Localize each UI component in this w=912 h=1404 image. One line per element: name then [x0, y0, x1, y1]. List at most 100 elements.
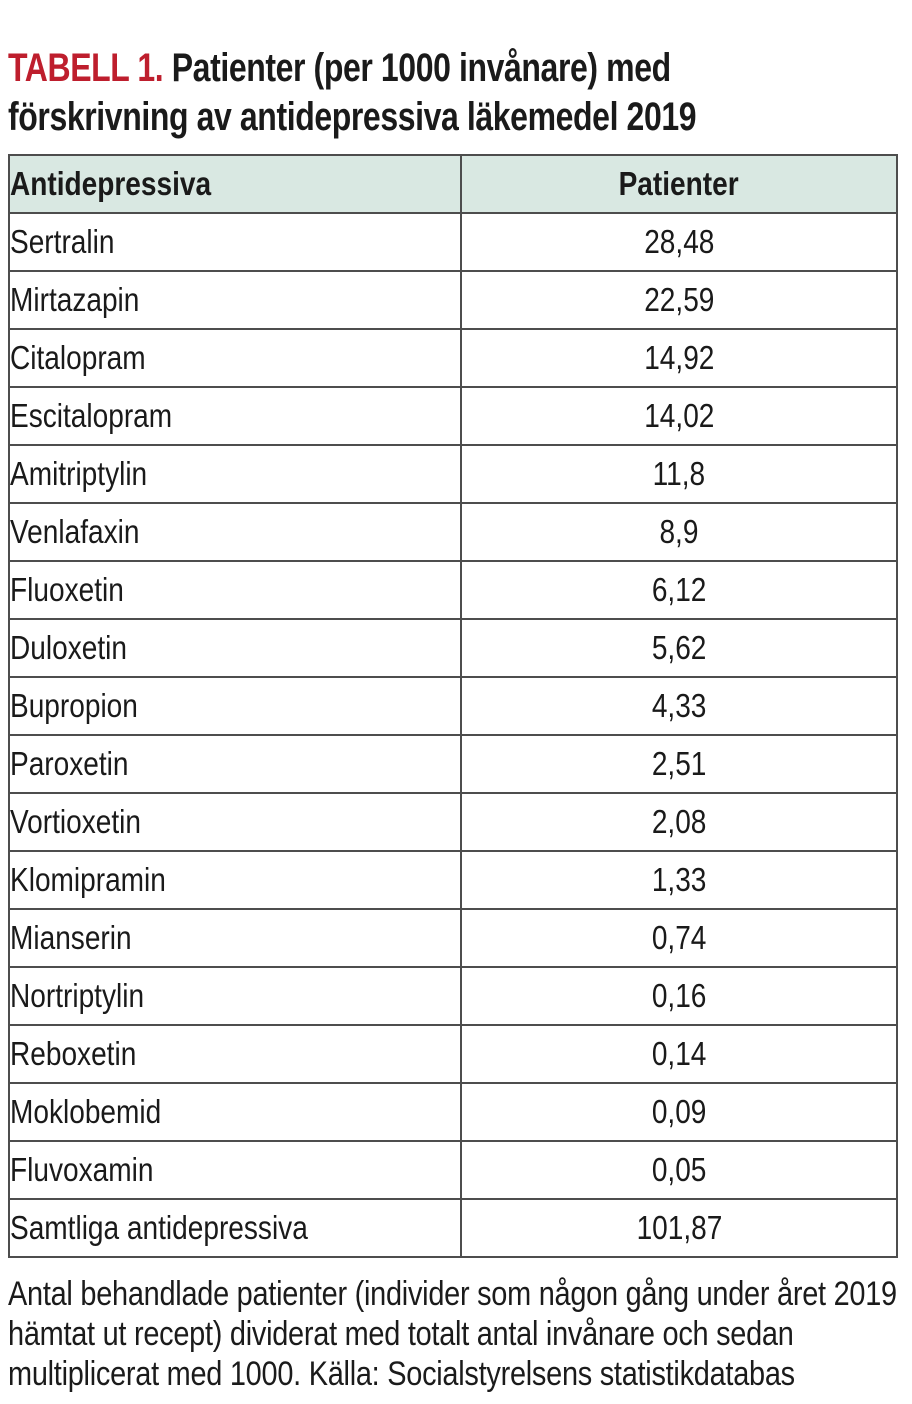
drug-name-cell: Vortioxetin: [8, 792, 462, 852]
drug-name: Samtliga antidepressiva: [10, 1209, 308, 1246]
drug-name-cell: Samtliga antidepressiva: [8, 1198, 462, 1258]
table-row: Sertralin 28,48: [8, 212, 898, 272]
patient-value: 28,48: [643, 223, 715, 260]
drug-name: Paroxetin: [10, 745, 129, 782]
header-label-patienter: Patienter: [618, 165, 740, 202]
drug-name-cell: Amitriptylin: [8, 444, 462, 504]
patient-value-cell: 4,33: [460, 676, 898, 736]
patient-value-cell: 1,33: [460, 850, 898, 910]
patient-value: 0,16: [651, 977, 707, 1014]
table-row: Mianserin 0,74: [8, 908, 898, 968]
drug-name: Moklobemid: [10, 1093, 162, 1130]
patient-value-cell: 0,16: [460, 966, 898, 1026]
table-row: Moklobemid 0,09: [8, 1082, 898, 1142]
header-row: Antidepressiva Patienter: [8, 154, 898, 214]
title-line-1: TABELL 1. Patienter (per 1000 invånare) …: [8, 44, 904, 93]
drug-name: Citalopram: [10, 339, 146, 376]
drug-name-cell: Venlafaxin: [8, 502, 462, 562]
drug-name-cell: Fluoxetin: [8, 560, 462, 620]
table-row: Reboxetin 0,14: [8, 1024, 898, 1084]
table-row: Amitriptylin 11,8: [8, 444, 898, 504]
page-title: TABELL 1. Patienter (per 1000 invånare) …: [8, 44, 904, 142]
patient-value: 0,14: [651, 1035, 707, 1072]
patient-value: 0,74: [651, 919, 707, 956]
patient-value: 4,33: [651, 687, 707, 724]
table-row: Bupropion 4,33: [8, 676, 898, 736]
footnote: Antal behandlade patienter (individer so…: [8, 1275, 897, 1393]
table-row: Klomipramin 1,33: [8, 850, 898, 910]
patient-value: 8,9: [659, 513, 699, 550]
drug-name-cell: Mianserin: [8, 908, 462, 968]
table-number-label: TABELL 1.: [8, 46, 164, 90]
patient-value-cell: 14,02: [460, 386, 898, 446]
title-line-2: förskrivning av antidepressiva läkemedel…: [8, 93, 904, 142]
table-row: Duloxetin 5,62: [8, 618, 898, 678]
drug-name: Duloxetin: [10, 629, 127, 666]
table-row: Citalopram 14,92: [8, 328, 898, 388]
table-row: Samtliga antidepressiva 101,87: [8, 1198, 898, 1258]
drug-name: Fluvoxamin: [10, 1151, 154, 1188]
patient-value: 22,59: [643, 281, 715, 318]
drug-name-cell: Klomipramin: [8, 850, 462, 910]
table-row: Fluoxetin 6,12: [8, 560, 898, 620]
drug-name-cell: Fluvoxamin: [8, 1140, 462, 1200]
patient-value: 101,87: [636, 1209, 722, 1246]
header-label-antidepressiva: Antidepressiva: [10, 165, 212, 202]
drug-name: Bupropion: [10, 687, 138, 724]
header-cell-patienter: Patienter: [460, 154, 898, 214]
drug-name-cell: Paroxetin: [8, 734, 462, 794]
patient-value-cell: 2,08: [460, 792, 898, 852]
patient-value-cell: 0,05: [460, 1140, 898, 1200]
patient-value-cell: 11,8: [460, 444, 898, 504]
table-row: Nortriptylin 0,16: [8, 966, 898, 1026]
patient-value: 14,92: [643, 339, 715, 376]
drug-name: Venlafaxin: [10, 513, 140, 550]
antidepressants-table: Antidepressiva Patienter Sertralin 28,48…: [8, 154, 898, 1258]
table-body: Sertralin 28,48 Mirtazapin 22,59 Citalop…: [8, 212, 898, 1258]
patient-value: 5,62: [651, 629, 707, 666]
drug-name-cell: Sertralin: [8, 212, 462, 272]
patient-value-cell: 6,12: [460, 560, 898, 620]
drug-name-cell: Mirtazapin: [8, 270, 462, 330]
table-row: Mirtazapin 22,59: [8, 270, 898, 330]
drug-name: Mirtazapin: [10, 281, 140, 318]
table-header: Antidepressiva Patienter: [8, 154, 898, 214]
patient-value-cell: 0,09: [460, 1082, 898, 1142]
patient-value-cell: 5,62: [460, 618, 898, 678]
patient-value-cell: 28,48: [460, 212, 898, 272]
table-row: Fluvoxamin 0,05: [8, 1140, 898, 1200]
drug-name: Amitriptylin: [10, 455, 148, 492]
patient-value-cell: 22,59: [460, 270, 898, 330]
drug-name-cell: Bupropion: [8, 676, 462, 736]
patient-value-cell: 2,51: [460, 734, 898, 794]
patient-value-cell: 8,9: [460, 502, 898, 562]
patient-value-cell: 101,87: [460, 1198, 898, 1258]
drug-name-cell: Nortriptylin: [8, 966, 462, 1026]
drug-name: Vortioxetin: [10, 803, 141, 840]
patient-value: 0,05: [651, 1151, 707, 1188]
patient-value: 11,8: [652, 455, 706, 492]
patient-value: 2,08: [651, 803, 707, 840]
drug-name: Mianserin: [10, 919, 132, 956]
drug-name: Escitalopram: [10, 397, 173, 434]
drug-name-cell: Reboxetin: [8, 1024, 462, 1084]
drug-name: Nortriptylin: [10, 977, 145, 1014]
drug-name: Fluoxetin: [10, 571, 124, 608]
title-text-part1: Patienter (per 1000 invånare) med: [163, 46, 671, 90]
drug-name-cell: Duloxetin: [8, 618, 462, 678]
patient-value: 0,09: [651, 1093, 707, 1130]
drug-name: Reboxetin: [10, 1035, 137, 1072]
header-cell-antidepressiva: Antidepressiva: [8, 154, 462, 214]
patient-value: 14,02: [643, 397, 715, 434]
drug-name-cell: Citalopram: [8, 328, 462, 388]
table-row: Escitalopram 14,02: [8, 386, 898, 446]
drug-name-cell: Moklobemid: [8, 1082, 462, 1142]
drug-name-cell: Escitalopram: [8, 386, 462, 446]
patient-value-cell: 0,74: [460, 908, 898, 968]
drug-name: Sertralin: [10, 223, 115, 260]
table-row: Vortioxetin 2,08: [8, 792, 898, 852]
patient-value: 6,12: [651, 571, 707, 608]
patient-value: 1,33: [651, 861, 707, 898]
table-row: Venlafaxin 8,9: [8, 502, 898, 562]
